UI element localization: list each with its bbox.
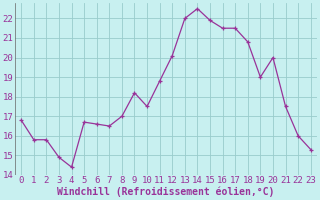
X-axis label: Windchill (Refroidissement éolien,°C): Windchill (Refroidissement éolien,°C) bbox=[57, 187, 275, 197]
